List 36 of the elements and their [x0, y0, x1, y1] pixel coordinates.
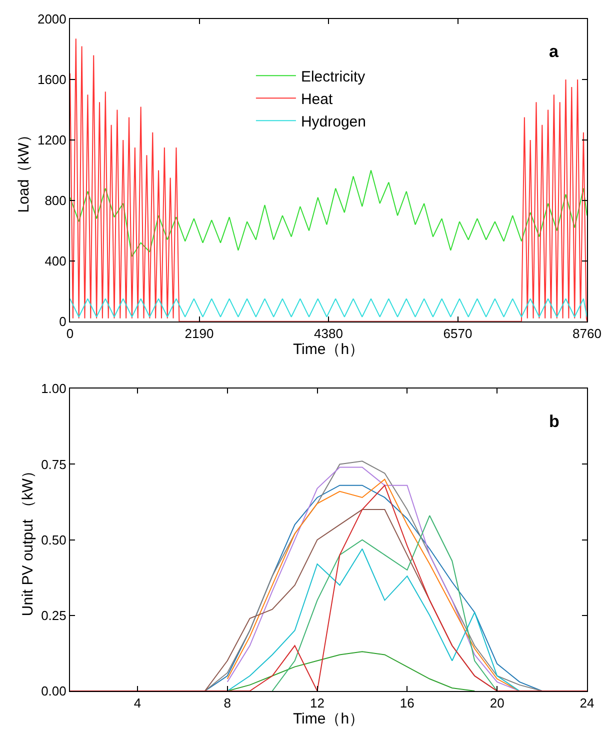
x-tick-label: 16 — [400, 696, 414, 711]
line-series — [70, 38, 587, 322]
y-tick-label: 0.75 — [41, 456, 66, 472]
y-tick-label: 1200 — [37, 132, 66, 148]
legend-label: Electricity — [300, 68, 366, 86]
y-axis-title: Load（kW） — [16, 128, 33, 213]
y-tick-label: 2000 — [37, 12, 66, 27]
legend-label: Heat — [300, 90, 334, 108]
x-tick-label: 4380 — [314, 326, 343, 341]
x-tick-label: 8 — [224, 696, 231, 711]
y-tick-label: 0.25 — [41, 608, 66, 623]
x-tick-label: 20 — [490, 696, 504, 711]
x-axis-title: Time（h） — [292, 710, 364, 728]
y-tick-label: 0.00 — [41, 684, 66, 699]
annotation: b — [549, 412, 560, 431]
x-tick-label: 4 — [134, 696, 142, 711]
x-axis-title: Time（h） — [292, 341, 364, 358]
line-series — [70, 484, 587, 691]
line-series — [226, 548, 520, 691]
x-tick-label: 6570 — [443, 326, 472, 341]
x-tick-label: 8760 — [572, 326, 602, 341]
line-series — [226, 651, 476, 691]
y-tick-label: 0 — [59, 314, 66, 329]
y-tick-label: 400 — [44, 253, 66, 268]
line-series — [272, 515, 498, 691]
annotation: a — [549, 42, 559, 61]
y-tick-label: 1600 — [37, 72, 66, 88]
y-tick-label: 1.00 — [41, 381, 66, 396]
x-tick-label: 12 — [310, 696, 324, 711]
y-tick-label: 800 — [44, 192, 66, 208]
line-series — [70, 170, 587, 257]
x-tick-label: 24 — [580, 696, 594, 711]
legend-label: Hydrogen — [300, 113, 366, 130]
y-tick-label: 0.50 — [41, 532, 66, 548]
y-axis-title: Unit PV output （kW） — [19, 464, 36, 616]
x-tick-label: 2190 — [184, 326, 214, 341]
